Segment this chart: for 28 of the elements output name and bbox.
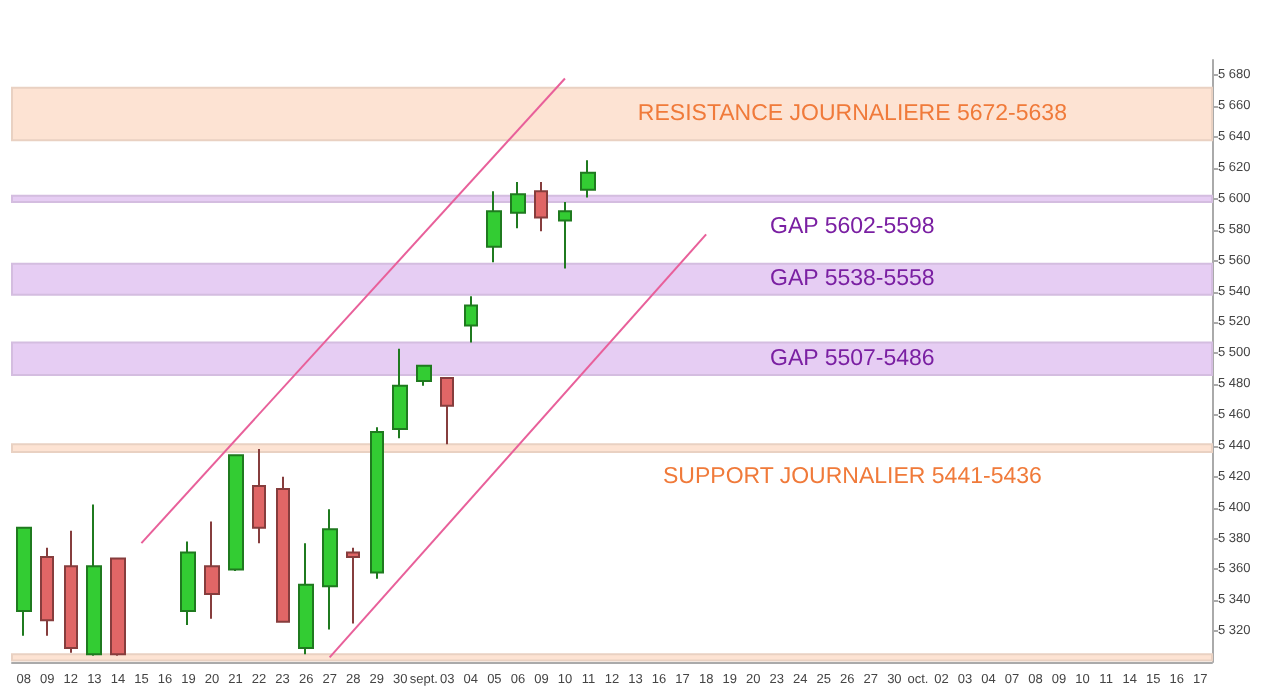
candlestick [204, 520, 220, 620]
candlestick [228, 454, 244, 572]
candlestick [16, 526, 32, 637]
candlestick [298, 542, 314, 656]
candlestick [464, 295, 478, 344]
band-label: GAP 5507-5486 [770, 346, 935, 371]
candlestick [486, 190, 502, 264]
band-label: SUPPORT JOURNALIER 5441-5436 [662, 465, 1042, 490]
candlestick [580, 159, 596, 199]
candlestick [558, 201, 572, 270]
candlestick [64, 529, 78, 654]
candlestick [180, 540, 196, 626]
candlestick [252, 447, 266, 545]
band-label: GAP 5538-5558 [770, 267, 935, 292]
candlestick [346, 546, 360, 625]
candlestick [510, 180, 526, 230]
candlestick [40, 546, 54, 637]
candlestick [416, 364, 432, 387]
candlestick [534, 180, 548, 233]
candlestick [370, 426, 384, 580]
candlestick [276, 475, 290, 623]
candlestick [440, 376, 454, 446]
candlestick [86, 503, 102, 657]
candlestick [322, 508, 338, 631]
band-label: GAP 5602-5598 [770, 215, 935, 240]
band-label: RESISTANCE JOURNALIERE 5672-5638 [637, 102, 1067, 127]
candlestick [392, 347, 408, 440]
candlestick [110, 557, 126, 657]
